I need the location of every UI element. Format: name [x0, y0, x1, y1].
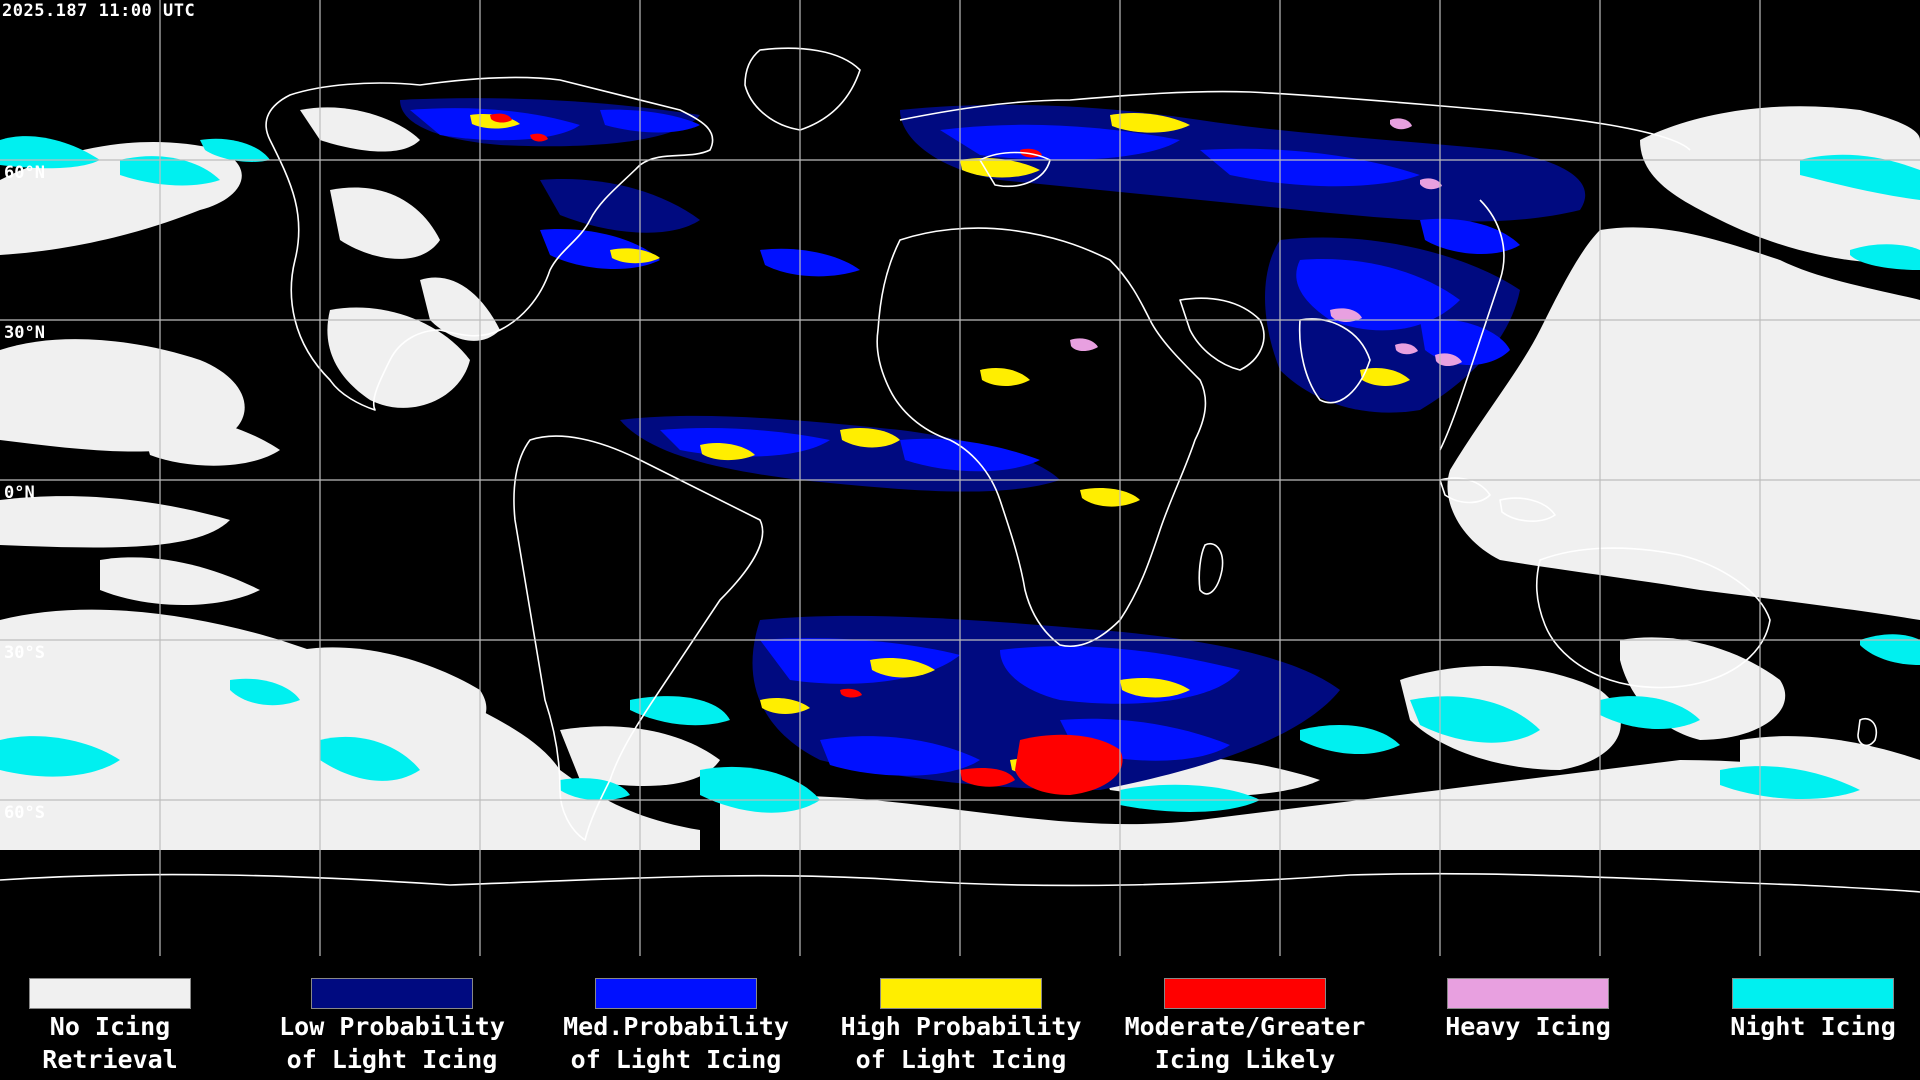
icing-probability-areas — [400, 98, 1586, 795]
legend-label-line1: Low Probability — [279, 1012, 505, 1041]
legend-swatch — [1164, 978, 1326, 1009]
legend-label-line2: of Light Icing — [286, 1045, 498, 1074]
lat-label-0n: 0°N — [4, 483, 35, 503]
legend-label-line1: Moderate/Greater — [1124, 1012, 1366, 1041]
legend-item-high: High Probability of Light Icing — [836, 978, 1086, 1075]
legend-label-line1: Med.Probability — [563, 1012, 789, 1041]
legend-item-med: Med.Probability of Light Icing — [551, 978, 801, 1075]
legend-item-heavy: Heavy Icing — [1403, 978, 1653, 1042]
icing-map — [0, 0, 1920, 956]
legend: No Icing Retrieval Low Probability of Li… — [0, 956, 1920, 1080]
legend-swatch — [595, 978, 757, 1009]
legend-item-no-icing: No Icing Retrieval — [0, 978, 235, 1075]
legend-swatch — [880, 978, 1042, 1009]
legend-label-line1: Heavy Icing — [1445, 1012, 1611, 1041]
legend-label-line1: High Probability — [840, 1012, 1082, 1041]
legend-item-moderate: Moderate/Greater Icing Likely — [1120, 978, 1370, 1075]
legend-item-low: Low Probability of Light Icing — [267, 978, 517, 1075]
timestamp: 2025.187 11:00 UTC — [2, 1, 196, 21]
legend-label-line1: No Icing — [49, 1012, 171, 1041]
legend-swatch — [29, 978, 191, 1009]
legend-label-line2: of Light Icing — [570, 1045, 782, 1074]
lat-label-60s: 60°S — [4, 803, 45, 823]
legend-swatch — [1447, 978, 1609, 1009]
legend-label-line1: Night Icing — [1730, 1012, 1896, 1041]
no-icing-clouds — [0, 106, 1920, 850]
legend-swatch — [1732, 978, 1894, 1009]
legend-swatch — [311, 978, 473, 1009]
legend-label-line2: of Light Icing — [855, 1045, 1067, 1074]
graticule — [0, 0, 1920, 956]
lat-label-30s: 30°S — [4, 643, 45, 663]
legend-item-night: Night Icing — [1688, 978, 1920, 1042]
legend-label-line2: Retrieval — [42, 1045, 178, 1074]
night-icing-areas — [0, 136, 1920, 813]
lat-label-30n: 30°N — [4, 323, 45, 343]
legend-label-line2: Icing Likely — [1154, 1045, 1336, 1074]
lat-label-60n: 60°N — [4, 163, 45, 183]
coastlines — [0, 47, 1920, 893]
